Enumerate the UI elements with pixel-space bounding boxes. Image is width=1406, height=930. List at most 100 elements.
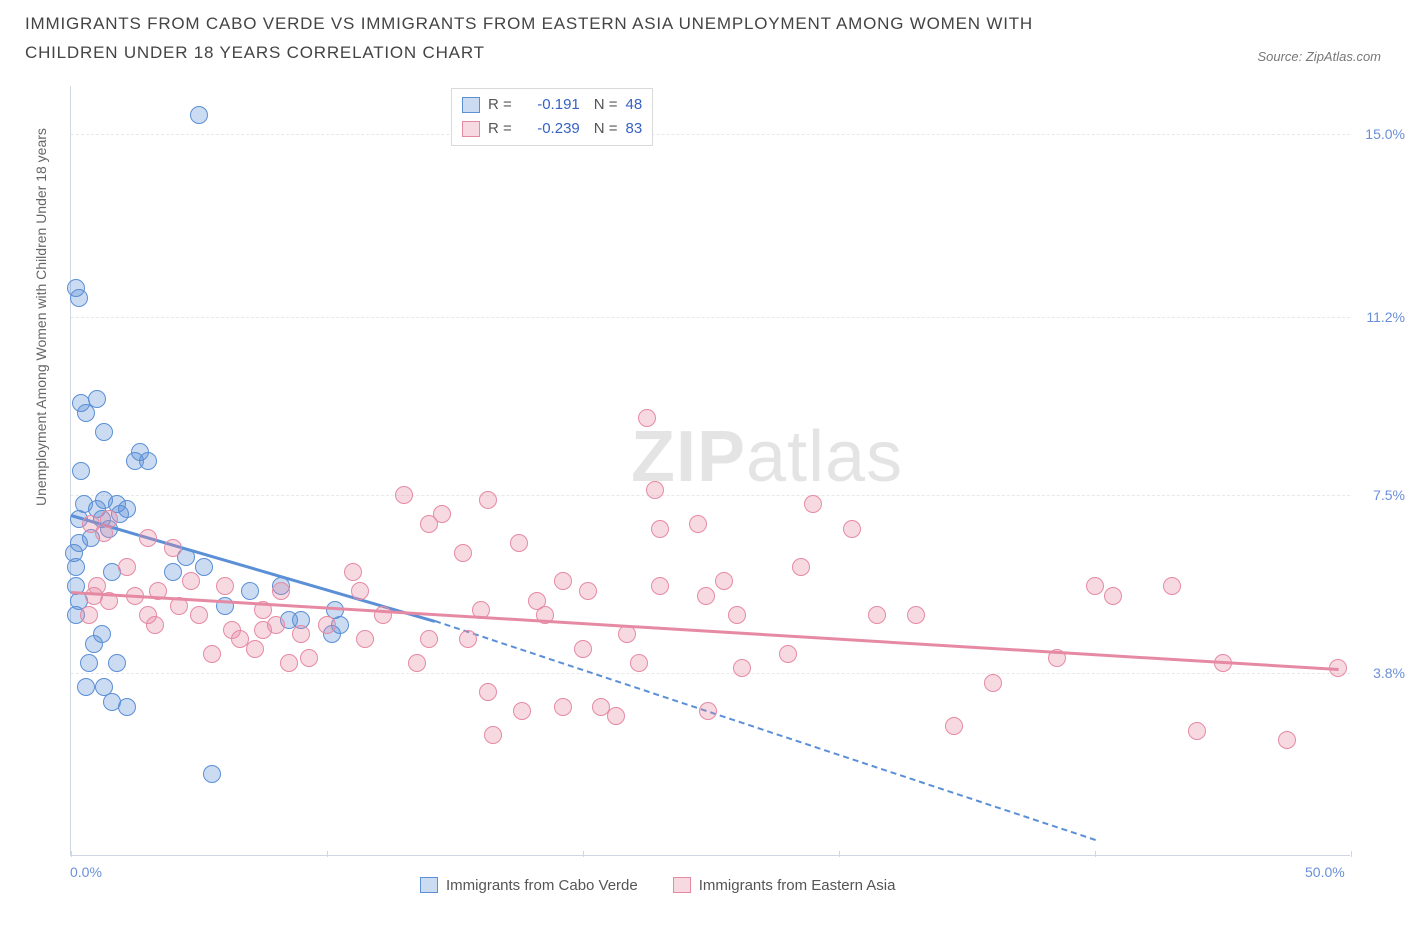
data-point: [203, 765, 221, 783]
data-point: [984, 674, 1002, 692]
chart-title: IMMIGRANTS FROM CABO VERDE VS IMMIGRANTS…: [25, 10, 1125, 68]
data-point: [190, 606, 208, 624]
data-point: [1163, 577, 1181, 595]
r-label-2: R =: [488, 117, 512, 141]
data-point: [118, 698, 136, 716]
data-point: [484, 726, 502, 744]
n-label-2: N =: [594, 117, 618, 141]
data-point: [715, 572, 733, 590]
data-point: [118, 558, 136, 576]
data-point: [77, 678, 95, 696]
data-point: [80, 606, 98, 624]
gridline: [71, 495, 1350, 496]
y-tick-label: 3.8%: [1373, 665, 1405, 681]
n-value-1: 48: [626, 93, 643, 117]
data-point: [85, 635, 103, 653]
data-point: [630, 654, 648, 672]
y-tick-label: 7.5%: [1373, 487, 1405, 503]
data-point: [1086, 577, 1104, 595]
data-point: [651, 520, 669, 538]
data-point: [203, 645, 221, 663]
legend-swatch-bottom-2: [673, 877, 691, 893]
x-tick: [583, 851, 584, 857]
data-point: [356, 630, 374, 648]
data-point: [80, 654, 98, 672]
data-point: [164, 539, 182, 557]
data-point: [67, 558, 85, 576]
data-point: [216, 577, 234, 595]
data-point: [1104, 587, 1122, 605]
data-point: [272, 582, 290, 600]
data-point: [792, 558, 810, 576]
data-point: [804, 495, 822, 513]
data-point: [190, 106, 208, 124]
data-point: [146, 616, 164, 634]
legend-stats-row-2: R = -0.239 N = 83: [462, 117, 642, 141]
data-point: [280, 654, 298, 672]
legend-item-1: Immigrants from Cabo Verde: [420, 877, 638, 894]
data-point: [164, 563, 182, 581]
data-point: [292, 625, 310, 643]
data-point: [1188, 722, 1206, 740]
data-point: [70, 289, 88, 307]
data-point: [779, 645, 797, 663]
data-point: [479, 491, 497, 509]
data-point: [728, 606, 746, 624]
x-tick: [1095, 851, 1096, 857]
gridline: [71, 673, 1350, 674]
data-point: [689, 515, 707, 533]
data-point: [651, 577, 669, 595]
data-point: [607, 707, 625, 725]
data-point: [454, 544, 472, 562]
legend-stats-row-1: R = -0.191 N = 48: [462, 93, 642, 117]
chart-header: IMMIGRANTS FROM CABO VERDE VS IMMIGRANTS…: [0, 0, 1406, 76]
data-point: [510, 534, 528, 552]
data-point: [697, 587, 715, 605]
data-point: [118, 500, 136, 518]
data-point: [408, 654, 426, 672]
legend-label-1: Immigrants from Cabo Verde: [446, 877, 638, 894]
r-label-1: R =: [488, 93, 512, 117]
data-point: [344, 563, 362, 581]
legend-item-2: Immigrants from Eastern Asia: [673, 877, 896, 894]
data-point: [574, 640, 592, 658]
data-point: [433, 505, 451, 523]
data-point: [267, 616, 285, 634]
data-point: [241, 582, 259, 600]
data-point: [195, 558, 213, 576]
legend-swatch-2: [462, 121, 480, 137]
data-point: [907, 606, 925, 624]
data-point: [395, 486, 413, 504]
chart-container: Unemployment Among Women with Children U…: [15, 76, 1395, 906]
data-point: [75, 495, 93, 513]
data-point: [733, 659, 751, 677]
data-point: [479, 683, 497, 701]
n-label-1: N =: [594, 93, 618, 117]
data-point: [108, 654, 126, 672]
data-point: [554, 698, 572, 716]
chart-source: Source: ZipAtlas.com: [1257, 49, 1381, 68]
legend-bottom: Immigrants from Cabo Verde Immigrants fr…: [420, 877, 895, 894]
n-value-2: 83: [626, 117, 643, 141]
data-point: [868, 606, 886, 624]
data-point: [246, 640, 264, 658]
data-point: [945, 717, 963, 735]
data-point: [95, 423, 113, 441]
data-point: [139, 452, 157, 470]
watermark: ZIPatlas: [631, 416, 903, 498]
x-tick: [327, 851, 328, 857]
data-point: [300, 649, 318, 667]
data-point: [646, 481, 664, 499]
r-value-1: -0.191: [520, 93, 580, 117]
data-point: [459, 630, 477, 648]
x-axis-min-label: 0.0%: [70, 864, 102, 880]
data-point: [100, 510, 118, 528]
y-tick-label: 11.2%: [1366, 309, 1405, 325]
data-point: [843, 520, 861, 538]
data-point: [72, 462, 90, 480]
y-tick-label: 15.0%: [1365, 126, 1405, 142]
y-axis-label: Unemployment Among Women with Children U…: [33, 128, 49, 506]
data-point: [699, 702, 717, 720]
data-point: [513, 702, 531, 720]
data-point: [1278, 731, 1296, 749]
